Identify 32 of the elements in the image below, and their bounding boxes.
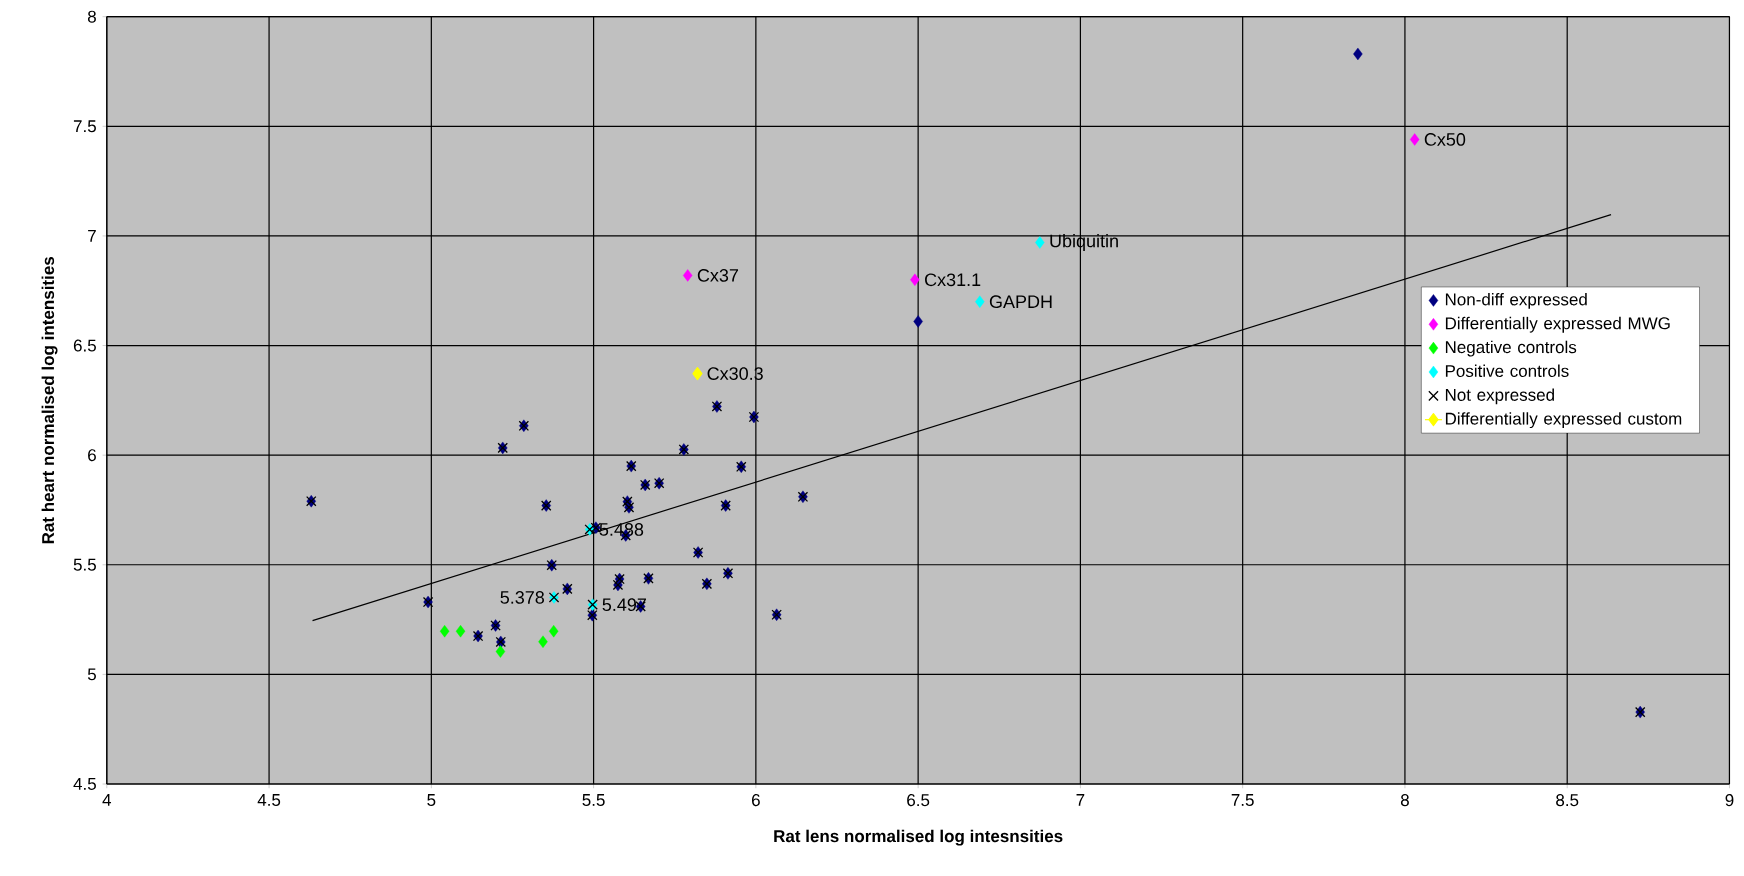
y-tick-label: 7: [88, 230, 96, 242]
y-tick-label: 8: [87, 10, 96, 23]
x-tick-label: 9: [1725, 794, 1734, 807]
x-tick-label: 4.5: [257, 794, 281, 806]
x-tick-label: 5: [427, 794, 436, 806]
x-tick-label: 6.5: [907, 794, 930, 807]
x-tick-label: 6: [752, 794, 760, 807]
annotation: Cx31.1: [925, 273, 981, 287]
x-tick-label: 5.5: [582, 794, 605, 806]
legend-label: Differentially expressed custom: [1445, 412, 1682, 429]
x-tick-label: 7.5: [1231, 794, 1254, 806]
x-tick-label: 7: [1076, 794, 1085, 806]
legend-label: Not expressed: [1445, 388, 1554, 405]
x-tick-label: 8.5: [1556, 794, 1579, 807]
annotation: 5.378: [500, 591, 545, 604]
legend-label: Non-diff expressed: [1445, 292, 1587, 309]
legend-label: Negative controls: [1445, 340, 1577, 357]
annotation: GAPDH: [989, 295, 1052, 309]
y-tick-label: 6.5: [73, 339, 96, 352]
y-tick-label: 5: [87, 668, 96, 681]
annotation: Cx37: [697, 269, 739, 282]
annotation: Cx50: [1424, 133, 1466, 146]
y-tick-label: 6: [88, 449, 96, 462]
legend-label: Positive controls: [1445, 364, 1569, 378]
x-tick-label: 4: [102, 794, 112, 806]
y-tick-label: 5.5: [73, 558, 96, 571]
legend-label: Differentially expressed MWG: [1445, 316, 1670, 333]
x-tick-label: 8: [1400, 794, 1409, 807]
x-axis-title: Rat lens normalised log intesnsities: [774, 829, 1063, 846]
y-tick-label: 7.5: [73, 120, 96, 133]
y-tick-label: 4.5: [73, 778, 96, 790]
y-axis-title: Rat heart normalised log intensities: [41, 256, 58, 544]
